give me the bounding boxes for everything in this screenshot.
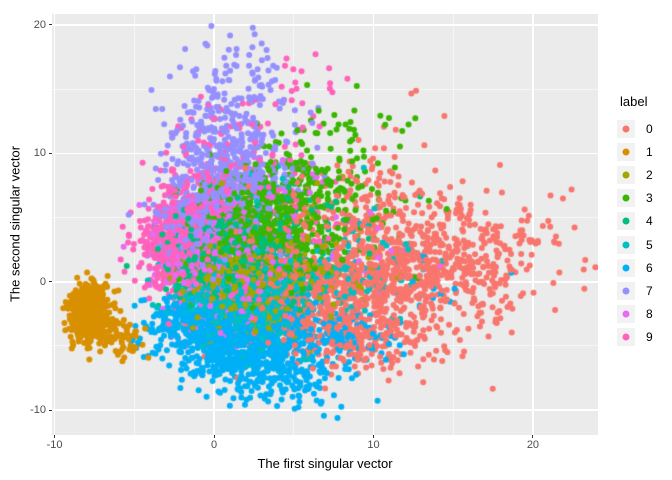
y-axis-tick-label: -10 (30, 404, 46, 417)
y-axis-tick-mark (49, 24, 52, 26)
x-axis-title: The first singular vector (257, 456, 393, 471)
legend-item-label: 1 (646, 144, 653, 159)
legend-key-dot (622, 264, 630, 272)
x-axis-tick-mark (213, 435, 215, 438)
x-axis-tick-mark (54, 435, 56, 438)
legend-item: 3 (617, 187, 653, 210)
legend: label 0 1 2 3 4 5 6 7 8 9 (617, 94, 653, 349)
legend-key (617, 235, 635, 254)
x-axis-tick-label: 20 (526, 439, 540, 451)
y-axis-tick-label: 20 (33, 18, 46, 31)
legend-key (617, 258, 635, 277)
y-axis-tick-mark (49, 281, 52, 283)
legend-item: 2 (617, 163, 653, 186)
legend-item-label: 3 (646, 191, 653, 206)
plot-panel (52, 14, 598, 435)
y-axis-tick-mark (49, 409, 52, 411)
legend-item: 5 (617, 233, 653, 256)
legend-item-label: 9 (646, 330, 653, 345)
legend-item-label: 6 (646, 260, 653, 275)
x-axis-tick-mark (372, 435, 374, 438)
legend-item-label: 7 (646, 283, 653, 298)
legend-item: 9 (617, 326, 653, 349)
legend-key (617, 142, 635, 161)
legend-key-dot (622, 148, 630, 156)
x-axis-tick-label: 0 (210, 439, 218, 451)
legend-item: 4 (617, 210, 653, 233)
legend-key (617, 281, 635, 300)
y-axis-tick-label: 10 (33, 147, 46, 160)
legend-item: 1 (617, 140, 653, 163)
legend-key-dot (622, 310, 630, 318)
legend-items: 0 1 2 3 4 5 6 7 8 9 (617, 117, 653, 349)
legend-key (617, 328, 635, 347)
legend-key-dot (622, 217, 630, 225)
legend-key-dot (622, 333, 630, 341)
legend-item-label: 4 (646, 214, 653, 229)
legend-key (617, 212, 635, 231)
legend-item: 8 (617, 303, 653, 326)
legend-item-label: 2 (646, 167, 653, 182)
legend-key (617, 119, 635, 138)
y-axis-tick-mark (49, 152, 52, 154)
x-axis-tick-label: 10 (367, 439, 380, 451)
legend-item: 6 (617, 256, 653, 279)
legend-item-label: 0 (646, 121, 653, 136)
legend-title: label (620, 94, 648, 109)
legend-key-dot (622, 171, 630, 179)
legend-key-dot (622, 241, 630, 249)
x-axis-tick-mark (532, 435, 534, 438)
legend-key-dot (622, 125, 630, 133)
legend-key-dot (622, 194, 630, 202)
legend-key (617, 305, 635, 324)
x-axis-tick-label: -10 (46, 439, 63, 451)
legend-key (617, 189, 635, 208)
legend-item: 0 (617, 117, 653, 140)
legend-item-label: 8 (646, 307, 653, 322)
y-axis-tick-label: 0 (39, 275, 46, 288)
legend-key (617, 165, 635, 184)
scatter-points-canvas (52, 14, 598, 435)
legend-item-label: 5 (646, 237, 653, 252)
legend-item: 7 (617, 279, 653, 302)
legend-key-dot (622, 287, 630, 295)
